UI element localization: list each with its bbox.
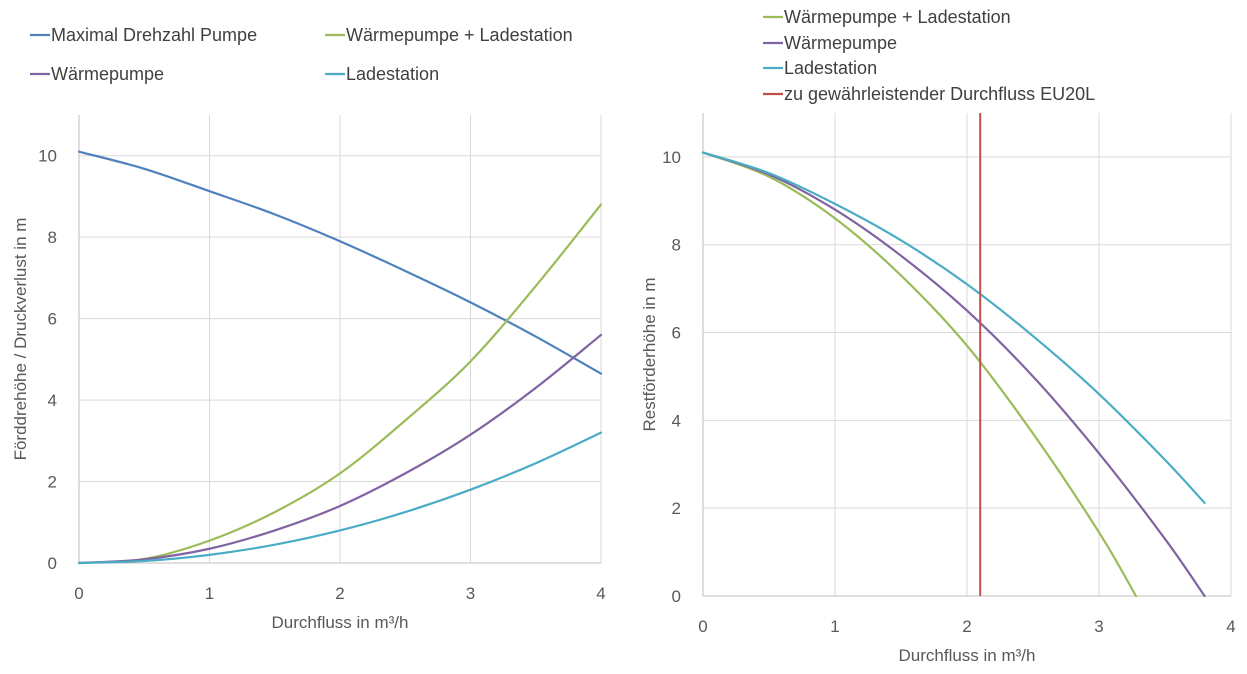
chart2-y-tick-label: 8	[672, 236, 681, 255]
chart2-x-tick-label: 2	[962, 617, 971, 636]
chart2-series-line-w-rmepumpe-ladestation	[701, 151, 1138, 598]
chart2-series-line-ladestation	[701, 151, 1206, 505]
chart2-legend-label-ladestation: Ladestation	[784, 58, 877, 78]
chart1-legend-label-w-rmepumpe-ladestation: Wärmepumpe + Ladestation	[346, 25, 573, 45]
chart2-legend-label-w-rmepumpe-ladestation: Wärmepumpe + Ladestation	[784, 7, 1011, 27]
chart1-y-tick-label: 6	[48, 310, 57, 329]
chart2-y-tick-label: 10	[662, 148, 681, 167]
chart1-series-line-w-rmepumpe-ladestation	[77, 203, 603, 565]
chart1-series-line-ladestation	[77, 431, 603, 565]
chart1-series-line-maximal-drehzahl-pumpe	[77, 150, 603, 375]
chart1-x-axis-title: Durchfluss in m³/h	[272, 613, 409, 632]
chart1-legend-label-maximal-drehzahl-pumpe: Maximal Drehzahl Pumpe	[51, 25, 257, 45]
chart1-x-tick-label: 0	[74, 584, 83, 603]
chart2-series-line-w-rmepumpe	[701, 151, 1206, 598]
chart1-legend-label-w-rmepumpe: Wärmepumpe	[51, 64, 164, 84]
chart1-y-tick-label: 2	[48, 473, 57, 492]
chart2-y-tick-label: 2	[672, 499, 681, 518]
chart1-x-tick-label: 1	[205, 584, 214, 603]
chart1-y-tick-label: 4	[48, 391, 57, 410]
chart2-y-tick-label: 6	[672, 324, 681, 343]
chart2-x-tick-label: 4	[1226, 617, 1235, 636]
chart2-x-axis-title: Durchfluss in m³/h	[899, 646, 1036, 665]
chart1-series-line-w-rmepumpe	[77, 333, 603, 565]
chart1-y-tick-label: 0	[48, 554, 57, 573]
chart2-x-tick-label: 3	[1094, 617, 1103, 636]
chart1-x-tick-label: 3	[466, 584, 475, 603]
chart2-y-axis-title: Restförderhöhe in m	[640, 277, 659, 431]
chart2-legend-label-w-rmepumpe: Wärmepumpe	[784, 33, 897, 53]
chart2-x-tick-label: 1	[830, 617, 839, 636]
chart1-y-tick-label: 10	[38, 147, 57, 166]
chart1-x-tick-label: 4	[596, 584, 605, 603]
chart1-x-tick-label: 2	[335, 584, 344, 603]
chart2-y-tick-label: 0	[672, 587, 681, 606]
chart2-y-tick-label: 4	[672, 411, 681, 430]
chart1-legend-label-ladestation: Ladestation	[346, 64, 439, 84]
chart2-x-tick-label: 0	[698, 617, 707, 636]
chart1-y-axis-title: Förddrehöhe / Druckverlust in m	[11, 218, 30, 461]
chart2-legend-label-zu-gew-hrleistender-durchfluss-eu20l: zu gewährleistender Durchfluss EU20L	[784, 84, 1095, 104]
chart1-y-tick-label: 8	[48, 228, 57, 247]
